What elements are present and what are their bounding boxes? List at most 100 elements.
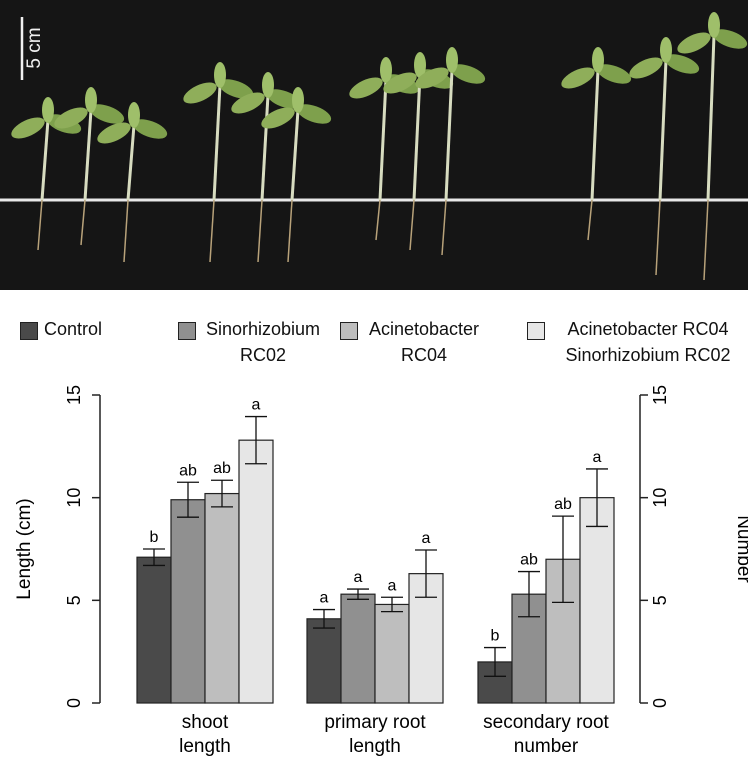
stem: [444, 69, 454, 201]
leaf: [42, 97, 54, 123]
leaf: [446, 47, 458, 73]
leaf: [629, 57, 663, 79]
y2-axis-label: Number: [733, 515, 748, 583]
root: [123, 199, 129, 263]
bar: [340, 593, 376, 704]
leaf: [450, 64, 486, 84]
leaf: [596, 64, 632, 84]
root: [80, 199, 86, 246]
stem: [590, 69, 600, 201]
significance-letter: a: [593, 449, 602, 466]
error-bar: [552, 515, 574, 604]
root: [441, 199, 447, 256]
significance-letter: ab: [179, 462, 197, 479]
leaf: [89, 104, 125, 124]
stem: [290, 109, 300, 201]
photo-background: [0, 0, 748, 290]
root: [375, 199, 381, 241]
y2-tick-label: 15: [650, 385, 670, 405]
scale-label: 5 cm: [24, 27, 45, 68]
bar: [374, 603, 410, 704]
stem: [378, 79, 388, 201]
y-axis-label: Length (cm): [14, 498, 35, 599]
leaf: [380, 57, 392, 83]
root: [409, 199, 415, 251]
y-tick-label: 10: [64, 488, 84, 508]
leaf: [296, 104, 332, 124]
leaf: [11, 117, 45, 139]
legend-swatch: [340, 322, 358, 340]
leaf: [231, 92, 265, 114]
error-bar: [381, 596, 403, 613]
stem: [40, 119, 50, 201]
significance-letter: a: [320, 590, 329, 607]
x-tick-label: length: [349, 736, 401, 757]
significance-letter: a: [388, 577, 397, 594]
stem: [412, 74, 422, 201]
leaf: [677, 32, 711, 54]
significance-letter: b: [150, 529, 159, 546]
error-bar: [586, 468, 608, 528]
stem: [706, 34, 716, 201]
legend-swatch: [527, 322, 545, 340]
error-bar: [518, 570, 540, 618]
error-bar: [143, 548, 165, 567]
leaf: [708, 12, 720, 38]
leaf: [712, 29, 748, 49]
x-tick-label: number: [514, 736, 579, 757]
root: [37, 199, 43, 251]
y-tick-label: 5: [64, 595, 84, 605]
x-tick-label: primary root: [324, 712, 426, 733]
stem: [260, 94, 270, 201]
root: [257, 199, 263, 263]
leaf: [660, 37, 672, 63]
significance-letter: ab: [554, 496, 572, 513]
leaf: [54, 107, 88, 129]
legend-swatch: [178, 322, 196, 340]
plants: [11, 12, 748, 281]
leaf: [261, 107, 295, 129]
root: [655, 199, 661, 276]
significance-letter: b: [491, 628, 500, 645]
legend-label: Control: [44, 319, 103, 339]
leaf: [214, 62, 226, 88]
root: [703, 199, 709, 281]
error-bar: [177, 481, 199, 518]
bar: [204, 492, 240, 704]
significance-letter: ab: [213, 460, 231, 477]
bar: [306, 618, 342, 704]
leaf: [561, 67, 595, 89]
x-tick-label: length: [179, 736, 231, 757]
bar: [170, 499, 206, 704]
y2-tick-label: 0: [650, 698, 670, 708]
error-bar: [347, 588, 369, 600]
leaf: [128, 102, 140, 128]
error-bar: [245, 415, 267, 465]
legend-label: Acinetobacter RC04: [368, 319, 480, 365]
bar: [238, 439, 274, 704]
significance-letter: a: [422, 530, 431, 547]
leaf: [592, 47, 604, 73]
leaf: [132, 119, 168, 139]
y-tick-label: 15: [64, 385, 84, 405]
leaf: [292, 87, 304, 113]
error-bar: [211, 479, 233, 508]
leaf: [383, 72, 417, 94]
leaf: [97, 122, 131, 144]
x-tick-label: secondary root: [483, 712, 609, 733]
leaf: [262, 72, 274, 98]
significance-letter: a: [252, 397, 261, 414]
stem: [83, 109, 93, 201]
photo: 5 cm: [0, 0, 748, 290]
y2-tick-label: 5: [650, 595, 670, 605]
significance-letter: ab: [520, 552, 538, 569]
root: [587, 199, 593, 241]
leaf: [218, 79, 254, 99]
leaf: [664, 54, 700, 74]
significance-letter: a: [354, 569, 363, 586]
root: [209, 199, 215, 263]
error-bar: [415, 549, 437, 598]
legend-label: Acinetobacter RC04 Sinorhizobium RC02: [565, 319, 731, 365]
